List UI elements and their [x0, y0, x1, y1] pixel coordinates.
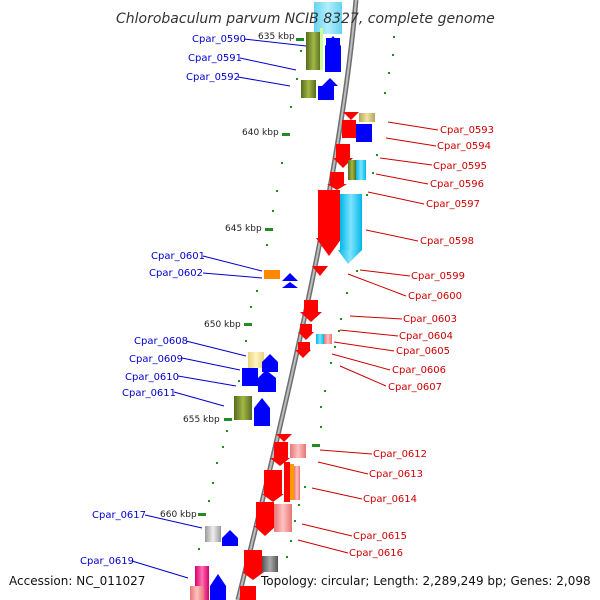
gene-label-right[interactable]: Cpar_0616 — [349, 548, 403, 559]
kbp-tick-labels: 635 kbp 640 kbp 645 kbp 650 kbp 655 kbp … — [160, 32, 295, 520]
gene-label-right[interactable]: Cpar_0595 — [433, 161, 487, 172]
tick-label: 655 kbp — [183, 415, 220, 425]
gene-label-right[interactable]: Cpar_0597 — [426, 199, 480, 210]
tick-label: 660 kbp — [160, 510, 197, 520]
gene-label-left[interactable]: Cpar_0601 — [151, 251, 205, 262]
gene-label-right[interactable]: Cpar_0599 — [411, 271, 465, 282]
gene-label-right[interactable]: Cpar_0606 — [392, 365, 446, 376]
gene-label-left[interactable]: Cpar_0590 — [192, 34, 246, 45]
genome-summary: Topology: circular; Length: 2,289,249 bp… — [261, 574, 591, 588]
tick-635 — [296, 38, 304, 41]
gene-label-right[interactable]: Cpar_0598 — [420, 236, 474, 247]
accession-label: Accession: NC_011027 — [9, 574, 146, 588]
backbone-track — [235, 0, 359, 600]
gene-label-right[interactable]: Cpar_0612 — [373, 449, 427, 460]
left-gene-glyphs — [190, 28, 341, 600]
gene-label-left[interactable]: Cpar_0617 — [92, 510, 146, 521]
right-gene-glyphs — [240, 112, 375, 600]
tick-marks — [198, 38, 320, 516]
gene-label-right[interactable]: Cpar_0596 — [430, 179, 484, 190]
gene-label-left[interactable]: Cpar_0611 — [122, 388, 176, 399]
tick-label: 645 kbp — [225, 224, 262, 234]
right-connectors — [297, 121, 439, 554]
left-connectors — [131, 38, 307, 579]
gene-label-right[interactable]: Cpar_0615 — [353, 531, 407, 542]
gene-label-left[interactable]: Cpar_0608 — [134, 336, 188, 347]
plus-strand-dots — [286, 36, 395, 558]
gene-label-right[interactable]: Cpar_0600 — [408, 291, 462, 302]
gene-label-right[interactable]: Cpar_0607 — [388, 382, 442, 393]
gene-label-left[interactable]: Cpar_0619 — [80, 556, 134, 567]
gene-label-right[interactable]: Cpar_0604 — [399, 331, 453, 342]
gene-label-left[interactable]: Cpar_0602 — [149, 268, 203, 279]
tick-645 — [265, 228, 273, 231]
tick-label: 635 kbp — [258, 32, 295, 42]
right-gene-labels: Cpar_0593 Cpar_0594 Cpar_0595 Cpar_0596 … — [349, 125, 494, 559]
gene-label-right[interactable]: Cpar_0593 — [440, 125, 494, 136]
map-title: Chlorobaculum parvum NCIB 8327, complete… — [116, 11, 495, 27]
tick-640 — [282, 133, 290, 136]
tick-660 — [198, 513, 206, 516]
gene-label-right[interactable]: Cpar_0594 — [437, 141, 491, 152]
gene-label-right[interactable]: Cpar_0614 — [363, 494, 417, 505]
tick-label: 640 kbp — [242, 128, 279, 138]
gene-label-left[interactable]: Cpar_0592 — [186, 72, 240, 83]
gene-label-right[interactable]: Cpar_0605 — [396, 346, 450, 357]
gene-label-left[interactable]: Cpar_0591 — [188, 53, 242, 64]
gene-label-right[interactable]: Cpar_0603 — [403, 314, 457, 325]
feature-track-cyan-top — [314, 2, 342, 34]
gene-label-right[interactable]: Cpar_0613 — [369, 469, 423, 480]
tick-label: 650 kbp — [204, 320, 241, 330]
gene-label-left[interactable]: Cpar_0609 — [129, 354, 183, 365]
tick-650 — [244, 323, 252, 326]
gene-label-left[interactable]: Cpar_0610 — [125, 372, 179, 383]
left-gene-labels: Cpar_0590 Cpar_0591 Cpar_0592 Cpar_0601 … — [80, 34, 246, 567]
tick-655 — [224, 418, 232, 421]
